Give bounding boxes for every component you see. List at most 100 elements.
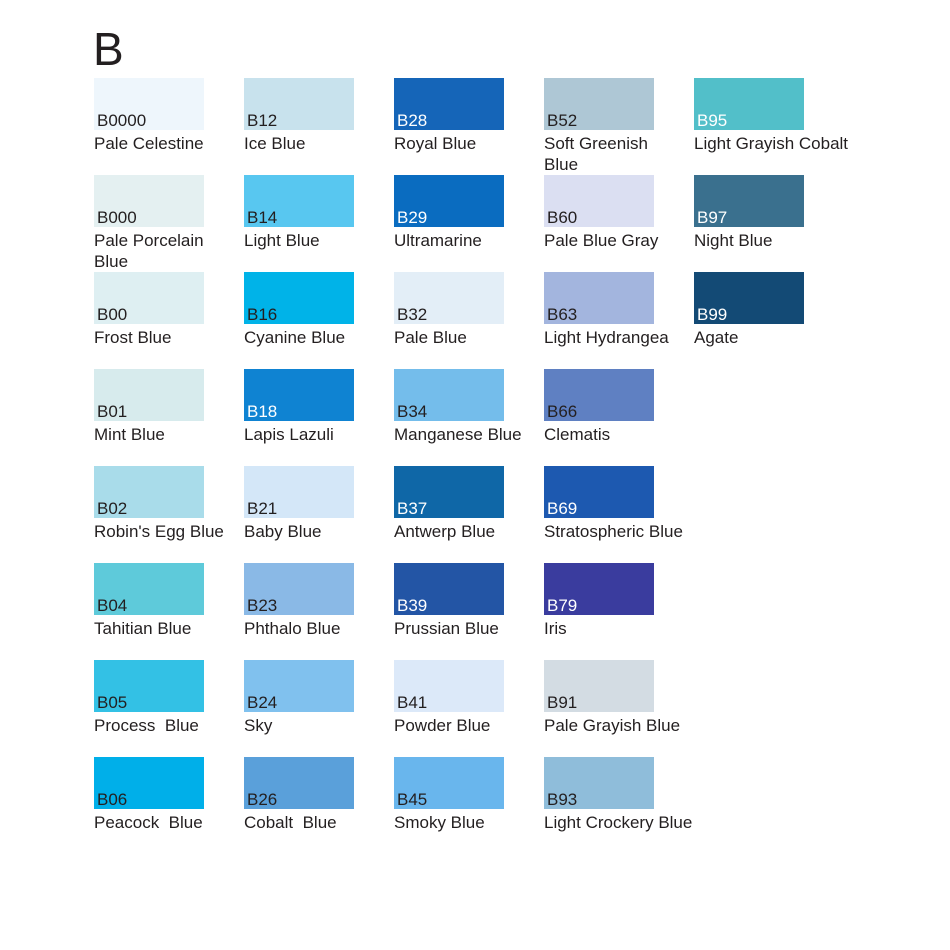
color-swatch: B52 [544,78,654,130]
color-name-label: Baby Blue [244,522,322,541]
color-name-label: Cyanine Blue [244,328,346,347]
color-name-label: Pale Porcelain Blue [94,231,204,271]
color-code-label: B97 [697,208,728,227]
color-name-label: Pale Blue [394,328,467,347]
chart-title: B [93,23,124,75]
color-swatch: B21 [244,466,354,518]
color-code-label: B37 [397,499,428,518]
color-swatch-cell: B52 Soft Greenish Blue [544,78,694,175]
color-swatch: B32 [394,272,504,324]
color-code-label: B95 [697,111,728,130]
color-name-label: Pale Celestine [94,134,204,153]
color-name-label: Cobalt Blue [244,813,337,832]
color-swatch: B97 [694,175,804,227]
color-code-label: B39 [397,596,428,615]
swatch-row: B000 Pale Porcelain Blue B14 Light Blue … [94,175,844,272]
color-name-label: Tahitian Blue [94,619,192,638]
color-swatch-cell: B01 Mint Blue [94,369,244,466]
color-code-label: B91 [547,693,578,712]
color-swatch-cell: B66 Clematis [544,369,694,466]
color-code-label: B14 [247,208,278,227]
color-swatch: B79 [544,563,654,615]
color-swatch-cell: B23 Phthalo Blue [244,563,394,660]
color-name-label: Mint Blue [94,425,165,444]
color-swatch-cell: B16 Cyanine Blue [244,272,394,369]
color-swatch-cell: B00 Frost Blue [94,272,244,369]
color-code-label: B69 [547,499,578,518]
color-code-label: B12 [247,111,278,130]
color-code-label: B000 [97,208,137,227]
color-name-label: Ultramarine [394,231,482,250]
color-name-label: Agate [694,328,739,347]
color-name-label: Robin's Egg Blue [94,522,224,541]
color-name-label: Light Hydrangea [544,328,669,347]
color-name-label: Soft Greenish Blue [544,134,648,174]
color-name-label: Powder Blue [394,716,491,735]
color-swatch-cell: B26 Cobalt Blue [244,757,394,854]
color-name-label: Manganese Blue [394,425,522,444]
color-swatch: B06 [94,757,204,809]
color-swatch-cell: B69 Stratospheric Blue [544,466,694,563]
color-swatch: B02 [94,466,204,518]
color-swatch: B16 [244,272,354,324]
color-swatch: B60 [544,175,654,227]
color-code-label: B05 [97,693,128,712]
color-swatch-cell: B95 Light Grayish Cobalt [694,78,848,175]
color-code-label: B79 [547,596,578,615]
color-code-label: B28 [397,111,428,130]
color-swatch-cell: B60 Pale Blue Gray [544,175,694,272]
color-swatch-cell: B91 Pale Grayish Blue [544,660,694,757]
color-code-label: B60 [547,208,578,227]
color-swatch: B69 [544,466,654,518]
color-code-label: B45 [397,790,428,809]
color-name-label: Sky [244,716,273,735]
color-swatch-cell: B18 Lapis Lazuli [244,369,394,466]
color-swatch: B37 [394,466,504,518]
color-code-label: B04 [97,596,128,615]
color-swatch: B66 [544,369,654,421]
color-swatch: B23 [244,563,354,615]
color-code-label: B63 [547,305,578,324]
color-swatch-cell: B24 Sky [244,660,394,757]
color-name-label: Stratospheric Blue [544,522,683,541]
color-swatch-cell: B21 Baby Blue [244,466,394,563]
color-swatch: B99 [694,272,804,324]
color-swatch: B14 [244,175,354,227]
color-swatch-cell: B28 Royal Blue [394,78,544,175]
swatch-row: B00 Frost Blue B16 Cyanine Blue B32 Pale… [94,272,844,369]
color-code-label: B32 [397,305,428,324]
swatch-row: B06 Peacock Blue B26 Cobalt Blue B45 Smo… [94,757,844,854]
color-code-label: B23 [247,596,278,615]
color-name-label: Frost Blue [94,328,172,347]
color-code-label: B06 [97,790,128,809]
color-swatch-cell: B39 Prussian Blue [394,563,544,660]
color-swatch: B95 [694,78,804,130]
color-name-label: Light Crockery Blue [544,813,693,832]
color-code-label: B00 [97,305,128,324]
color-swatch-cell: B63 Light Hydrangea [544,272,694,369]
color-code-label: B02 [97,499,128,518]
color-swatch: B01 [94,369,204,421]
color-code-label: B99 [697,305,728,324]
color-name-label: Light Blue [244,231,320,250]
color-swatch-cell: B32 Pale Blue [394,272,544,369]
color-name-label: Iris [544,619,567,638]
color-swatch: B39 [394,563,504,615]
color-swatch: B05 [94,660,204,712]
color-name-label: Phthalo Blue [244,619,341,638]
color-swatch-cell: B99 Agate [694,272,844,369]
color-swatch: B93 [544,757,654,809]
color-swatch-cell: B97 Night Blue [694,175,844,272]
color-code-label: B18 [247,402,278,421]
color-swatch: B26 [244,757,354,809]
color-swatch-cell: B41 Powder Blue [394,660,544,757]
color-name-label: Pale Blue Gray [544,231,659,250]
color-swatch-cell: B29 Ultramarine [394,175,544,272]
color-code-label: B24 [247,693,278,712]
color-name-label: Ice Blue [244,134,306,153]
color-swatch: B34 [394,369,504,421]
color-code-label: B34 [397,402,428,421]
color-swatch: B00 [94,272,204,324]
color-swatch: B000 [94,175,204,227]
